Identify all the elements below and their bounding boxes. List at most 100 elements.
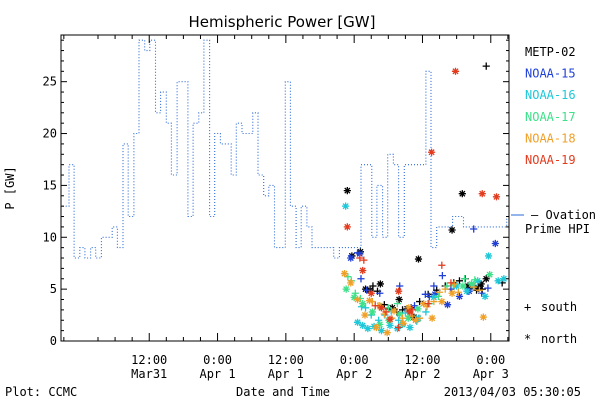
noaa-18-north-point [361, 311, 369, 319]
x-axis-label: Date and Time [236, 385, 330, 399]
noaa-15-south-point [425, 292, 433, 300]
noaa-16-north-point [481, 292, 489, 300]
x-tick-label-date: Mar31 [131, 367, 167, 381]
noaa-19-north-point [492, 193, 501, 201]
metp-02-south-point [369, 282, 377, 290]
metp-02-north-point [376, 280, 384, 288]
noaa-18-north-point [438, 297, 446, 306]
noaa-19-south-point [424, 300, 432, 308]
legend-ovation-line2: Prime HPI [525, 222, 590, 236]
noaa-19-south-point [360, 256, 368, 264]
noaa-19-north-point [377, 304, 386, 312]
noaa-15-south-point [470, 225, 478, 233]
ovation-hpi-line [62, 39, 509, 259]
noaa-19-south-point [447, 279, 455, 287]
metp-02-south-point [482, 62, 490, 70]
noaa-16-north-point [430, 293, 438, 302]
legend-north-label: north [541, 332, 577, 346]
metp-02-north-point [361, 285, 370, 293]
noaa-17-north-point [376, 320, 384, 329]
metp-02-north-point [414, 255, 423, 263]
legend-south-symbol: + [524, 300, 531, 314]
noaa-15-north-point [455, 292, 464, 300]
noaa-19-south-point [382, 308, 390, 316]
metp-02-north-point [348, 252, 356, 260]
noaa-19-north-point [386, 315, 394, 323]
metp-02-north-point [448, 226, 456, 234]
noaa-18-north-point [353, 295, 362, 304]
noaa-18-north-point [372, 323, 380, 332]
x-tick-label-time: 12:00 [131, 353, 167, 367]
x-tick-label-date: Apr 1 [199, 367, 235, 381]
noaa-17-north-point [350, 293, 358, 302]
chart-title: Hemispheric Power [GW] [189, 13, 376, 31]
x-tick-label-time: 12:00 [404, 353, 440, 367]
y-tick-label: 15 [43, 178, 57, 192]
noaa-16-north-point [393, 324, 402, 333]
metp-02-north-point [343, 186, 351, 195]
noaa-19-south-point [438, 261, 446, 269]
metp-02-north-point [410, 313, 418, 321]
noaa-17-north-point [414, 305, 422, 313]
noaa-17-north-point [368, 308, 376, 316]
noaa-15-south-point [484, 284, 492, 292]
noaa-15-north-point [491, 239, 499, 248]
x-tick-label-date: Apr 2 [404, 367, 440, 381]
noaa-16-north-point [406, 323, 414, 332]
noaa-16-south-point [422, 308, 430, 316]
noaa-18-north-point [347, 279, 355, 287]
noaa-17-north-point [486, 271, 494, 279]
noaa-16-north-point [463, 287, 471, 295]
x-tick-label-time: 0:00 [476, 353, 505, 367]
legend-noaa-15: NOAA-15 [525, 67, 576, 81]
noaa-18-north-point [448, 289, 456, 297]
y-tick-label: 25 [43, 75, 57, 89]
noaa-16-north-point [359, 321, 367, 330]
noaa-18-north-point [399, 319, 407, 327]
noaa-18-north-point [479, 313, 487, 321]
legend-metp-02: METP-02 [525, 45, 576, 59]
noaa-17-south-point [443, 282, 451, 290]
noaa-18-south-point [454, 288, 462, 296]
noaa-15-north-point [356, 250, 364, 258]
noaa-15-south-point [396, 282, 404, 290]
noaa-15-south-point [430, 282, 438, 290]
metp-02-south-point [455, 277, 464, 285]
x-tick-label-date: Apr 2 [336, 367, 372, 381]
noaa-15-south-point [438, 272, 446, 280]
x-tick-label-time: 12:00 [268, 353, 304, 367]
noaa-19-north-point [343, 223, 351, 231]
noaa-17-south-point [384, 304, 392, 312]
noaa-16-south-point [394, 316, 403, 324]
noaa-17-south-point [434, 292, 443, 300]
legend-noaa-19: NOAA-19 [525, 153, 576, 167]
noaa-17-north-point [342, 285, 350, 293]
metp-02-north-point [395, 295, 403, 304]
noaa-17-north-point [467, 280, 476, 288]
noaa-16-north-point [342, 202, 350, 210]
noaa-17-north-point [404, 314, 412, 322]
noaa-18-north-point [390, 307, 398, 315]
metp-02-north-point [388, 304, 396, 312]
noaa-15-south-point [410, 302, 419, 310]
noaa-15-south-point [357, 275, 365, 283]
metp-02-north-point [458, 190, 466, 198]
noaa-16-north-point [377, 327, 386, 335]
noaa-18-south-point [441, 285, 449, 293]
legend-south-label: south [541, 300, 577, 314]
noaa-19-north-point [451, 67, 460, 75]
legend-noaa-16: NOAA-16 [525, 88, 576, 102]
noaa-18-north-point [405, 304, 413, 312]
y-tick-label: 5 [50, 282, 57, 296]
noaa-16-north-point [364, 324, 372, 333]
noaa-15-north-point [443, 301, 452, 309]
noaa-18-north-point [420, 300, 428, 308]
noaa-16-south-point [361, 304, 370, 312]
noaa-15-north-point [431, 290, 439, 298]
noaa-19-north-point [478, 190, 486, 198]
noaa-17-south-point [344, 273, 352, 281]
noaa-16-south-point [401, 309, 409, 317]
y-axis-label: P [GW] [3, 166, 17, 209]
noaa-18-north-point [340, 269, 349, 278]
